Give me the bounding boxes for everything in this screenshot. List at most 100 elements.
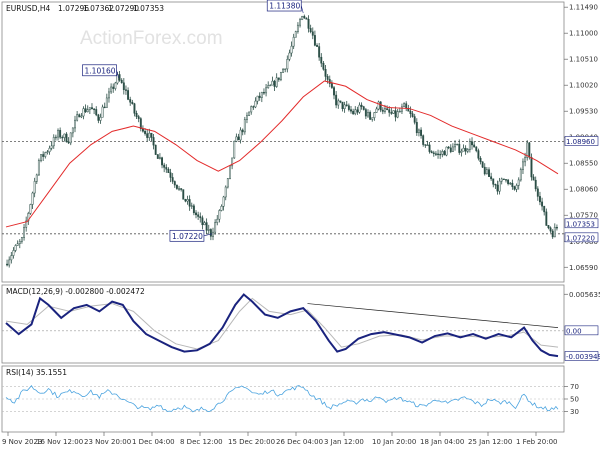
candle-body xyxy=(69,132,72,144)
price-tag-label: 1.07353 xyxy=(566,220,595,228)
candle-body xyxy=(239,129,242,141)
candle-body xyxy=(171,177,174,182)
candle-body xyxy=(347,105,350,110)
candle-body xyxy=(269,84,272,87)
candle-body xyxy=(477,150,480,159)
candle-body xyxy=(379,101,382,111)
candle-body xyxy=(318,46,321,58)
price-tag-box xyxy=(564,232,599,243)
candle-body xyxy=(76,114,79,121)
candle-body xyxy=(175,184,178,189)
macd-tag-box xyxy=(564,325,599,336)
candle-body xyxy=(252,106,255,108)
candle-body xyxy=(394,110,397,118)
candle-body xyxy=(549,227,552,232)
candle-body xyxy=(201,217,204,226)
candle-body xyxy=(61,136,64,139)
candle-body xyxy=(377,101,380,110)
y-tick-label: 70 xyxy=(570,383,579,391)
y-tick-label: 30 xyxy=(570,408,579,416)
ohlc-value: 1.07362 xyxy=(83,4,114,13)
candle-body xyxy=(439,153,442,156)
candle-body xyxy=(203,222,206,226)
candle-body xyxy=(180,188,183,190)
x-tick-label: 26 Dec 04:00 xyxy=(276,438,323,446)
candle-body xyxy=(8,259,11,266)
candle-body xyxy=(78,114,81,118)
x-tick-label: 16 Nov 12:00 xyxy=(36,438,83,446)
ohlc-value: 1.07353 xyxy=(133,4,164,13)
candle-body xyxy=(515,185,518,190)
x-tick-label: 25 Jan 12:00 xyxy=(468,438,512,446)
candle-body xyxy=(235,136,238,142)
x-tick-label: 1 Feb 20:00 xyxy=(516,438,557,446)
y-tick-label: 0.005635 xyxy=(569,291,600,299)
y-tick-label: 1.09530 xyxy=(569,108,598,116)
candle-body xyxy=(207,229,210,231)
candle-body xyxy=(84,108,87,113)
candle-body xyxy=(91,107,93,110)
candle-body xyxy=(443,151,446,156)
candle-body xyxy=(530,156,533,178)
macd-layer: 0.005635 0.00 -0.003949 xyxy=(2,291,600,361)
candle-body xyxy=(313,35,316,46)
candle-body xyxy=(105,97,108,108)
candle-body xyxy=(150,132,153,138)
x-tick-label: 8 Dec 12:00 xyxy=(180,438,223,446)
candle-body xyxy=(449,147,452,152)
candle-body xyxy=(305,17,308,20)
macd-tag-box xyxy=(564,351,599,361)
candle-body xyxy=(309,28,312,33)
candle-body xyxy=(99,117,102,121)
candle-body xyxy=(195,212,197,216)
candle-body xyxy=(16,243,19,246)
candle-body xyxy=(451,146,454,152)
candle-body xyxy=(485,169,488,175)
candle-body xyxy=(437,153,439,155)
candle-body xyxy=(522,161,524,170)
candle-body xyxy=(40,154,42,161)
x-tick-label: 15 Dec 20:00 xyxy=(228,438,275,446)
candle-body xyxy=(483,166,486,175)
candle-body xyxy=(519,169,522,181)
candle-body xyxy=(129,99,132,103)
candle-body xyxy=(375,108,378,113)
candle-body xyxy=(86,109,89,113)
moving-average-line xyxy=(5,80,559,228)
candle-body xyxy=(88,107,91,110)
candle-body xyxy=(398,110,401,113)
candle-body xyxy=(360,104,363,107)
y-tick-label: 1.08550 xyxy=(569,160,598,168)
candle-body xyxy=(432,152,435,154)
candle-body xyxy=(464,147,467,152)
candle-body xyxy=(103,106,106,109)
candle-body xyxy=(386,108,389,110)
candle-body xyxy=(367,112,369,117)
candle-body xyxy=(156,154,159,159)
ohlc-value: 1.07290 xyxy=(108,4,139,13)
candle-body xyxy=(161,157,163,166)
candle-body xyxy=(343,104,346,110)
candle-body xyxy=(29,204,32,214)
candle-body xyxy=(526,142,529,158)
candle-body xyxy=(392,110,395,114)
candle-body xyxy=(282,68,285,73)
candle-body xyxy=(152,137,155,146)
candle-body xyxy=(131,101,134,104)
candle-body xyxy=(428,144,431,152)
candle-body xyxy=(403,103,406,108)
candle-body xyxy=(411,113,414,117)
candle-body xyxy=(434,153,437,155)
y-tick-label: 1.10020 xyxy=(569,82,598,90)
candle-body xyxy=(231,157,234,167)
candle-body xyxy=(118,74,121,81)
candle-body xyxy=(6,263,9,266)
candle-body xyxy=(422,135,425,145)
candle-body xyxy=(112,86,115,89)
candle-body xyxy=(498,180,501,192)
candle-body xyxy=(296,24,299,32)
candle-body xyxy=(424,144,427,146)
candle-body xyxy=(553,227,556,238)
candle-body xyxy=(57,130,59,138)
